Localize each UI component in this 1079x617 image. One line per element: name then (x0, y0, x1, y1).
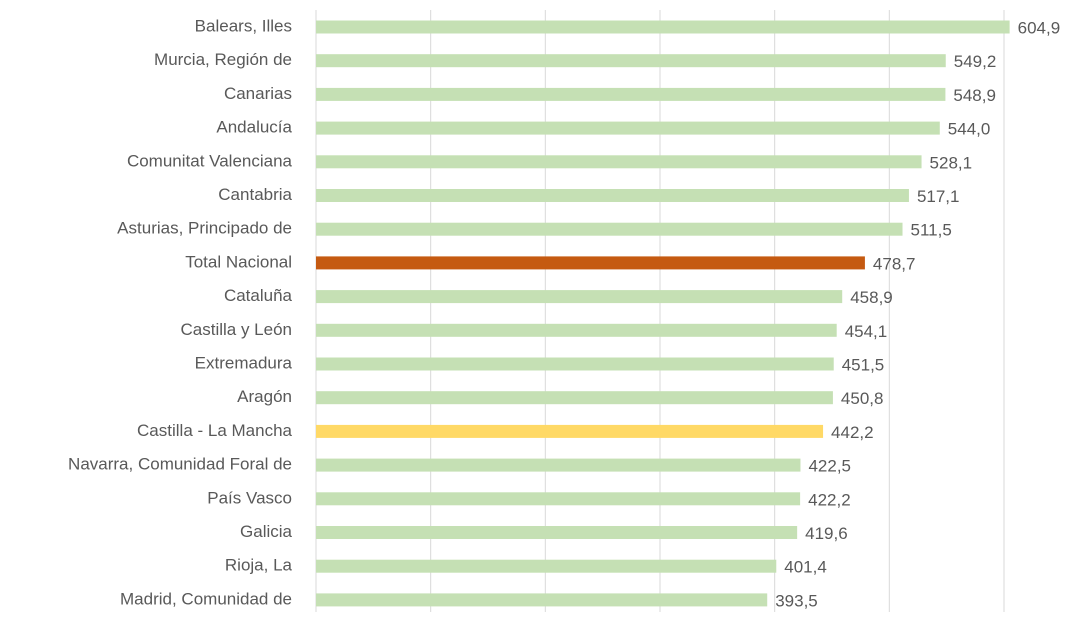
value-label: 451,5 (842, 355, 885, 374)
value-label: 419,6 (805, 524, 848, 543)
value-label: 458,9 (850, 288, 893, 307)
category-label: Cantabria (218, 185, 292, 204)
bar (316, 424, 824, 438)
value-label: 478,7 (873, 254, 916, 273)
value-label: 604,9 (1018, 18, 1061, 37)
bar (316, 526, 798, 539)
bar (316, 323, 837, 337)
value-label: 422,5 (808, 457, 851, 476)
value-label: 454,1 (845, 322, 888, 341)
value-label: 517,1 (917, 187, 960, 206)
value-label: 442,2 (831, 423, 874, 442)
value-label: 511,5 (911, 221, 952, 240)
bar (316, 391, 833, 405)
category-label: Navarra, Comunidad Foral de (68, 455, 292, 474)
category-label: Canarias (224, 84, 292, 103)
bar (316, 559, 777, 573)
bar (316, 54, 946, 68)
bar (316, 87, 946, 101)
category-label: Madrid, Comunidad de (120, 589, 292, 608)
bar (316, 222, 903, 236)
category-label: Rioja, La (225, 556, 293, 575)
value-label: 422,2 (808, 490, 851, 509)
value-label: 450,8 (841, 389, 884, 408)
category-label: Balears, Illes (195, 16, 292, 35)
category-label: Extremadura (195, 353, 293, 372)
value-label: 401,4 (784, 558, 827, 577)
value-label: 544,0 (948, 120, 991, 139)
bar (316, 458, 801, 472)
category-label: Total Nacional (185, 252, 292, 271)
category-label: Asturias, Principado de (117, 219, 292, 238)
category-label: Andalucía (216, 118, 292, 137)
category-label: Cataluña (224, 286, 293, 305)
bar (316, 189, 909, 202)
value-label: 549,2 (954, 52, 997, 71)
bar (316, 121, 940, 135)
value-label: 528,1 (930, 153, 973, 172)
bar (316, 155, 922, 169)
category-label: Aragón (237, 387, 292, 406)
category-label: Comunitat Valenciana (127, 151, 293, 170)
bar (316, 290, 843, 304)
bar (316, 357, 834, 371)
value-label: 393,5 (775, 591, 818, 610)
category-label: País Vasco (207, 488, 292, 507)
category-label: Murcia, Región de (154, 50, 292, 69)
category-label: Galicia (240, 522, 293, 541)
bar (316, 20, 1010, 34)
category-label: Castilla y León (180, 320, 292, 339)
category-label: Castilla - La Mancha (137, 421, 293, 440)
bar (316, 593, 768, 607)
value-label: 548,9 (953, 86, 996, 105)
bar (316, 492, 801, 506)
bar (316, 256, 865, 270)
